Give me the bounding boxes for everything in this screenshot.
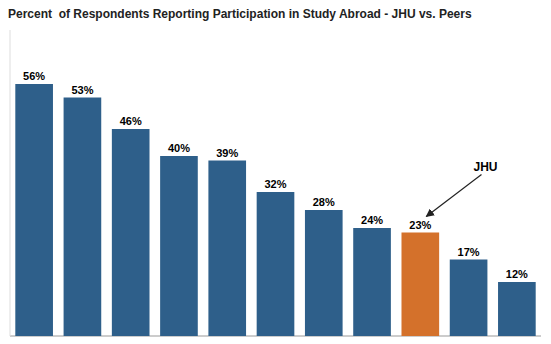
data-label: 23% [409, 219, 431, 231]
annotation: JHU [473, 160, 497, 174]
data-labels: 56% 53% 46% 40% 39% 32% 28% 24% 23% 17% 12% [23, 70, 528, 280]
bar [401, 233, 439, 337]
data-label: 46% [120, 115, 142, 127]
bar [305, 210, 343, 336]
bar [257, 192, 295, 336]
bar [353, 228, 391, 336]
bars [15, 84, 535, 336]
data-label: 40% [168, 142, 190, 154]
y-axis-line [10, 30, 11, 336]
data-label: 32% [264, 178, 286, 190]
data-label: 56% [23, 70, 45, 82]
title: Percent of Respondents Reporting Partici… [8, 7, 472, 21]
data-label: 53% [71, 84, 93, 96]
data-label: 24% [361, 214, 383, 226]
data-label: 39% [216, 147, 238, 159]
bar [112, 129, 150, 336]
bar [450, 260, 488, 337]
annotation-arrow [426, 175, 481, 217]
bar [15, 84, 53, 336]
bar [498, 282, 536, 336]
data-label: 12% [506, 268, 528, 280]
bar [64, 98, 102, 337]
data-label: 28% [313, 196, 335, 208]
chart: Percent of Respondents Reporting Partici… [0, 0, 551, 344]
bar [160, 156, 198, 336]
data-label: 17% [458, 246, 480, 258]
bar [208, 161, 246, 337]
